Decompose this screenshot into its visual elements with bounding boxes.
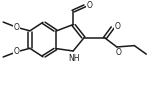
Text: O: O	[14, 47, 19, 56]
Text: O: O	[114, 22, 120, 31]
Text: NH: NH	[68, 54, 80, 63]
Text: O: O	[14, 23, 19, 32]
Text: O: O	[116, 48, 121, 57]
Text: O: O	[86, 1, 92, 10]
